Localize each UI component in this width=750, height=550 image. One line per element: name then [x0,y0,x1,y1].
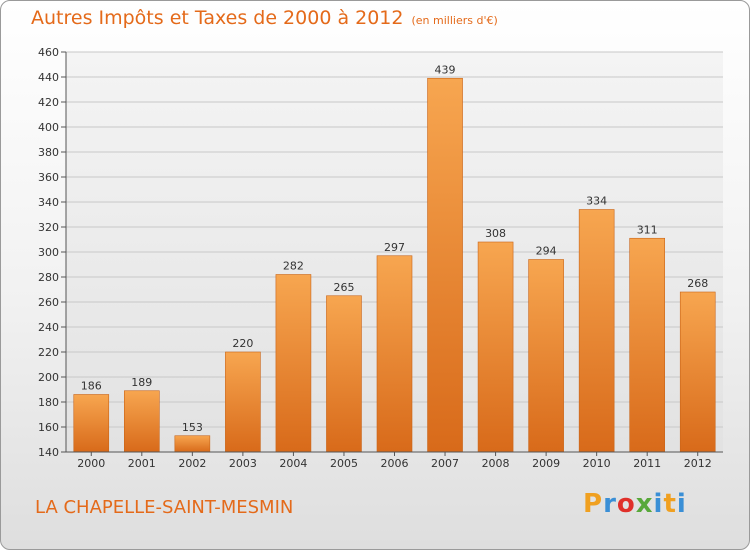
x-tick-label-2012: 2012 [684,457,712,470]
location-name: LA CHAPELLE-SAINT-MESMIN [35,497,294,518]
bar-2004 [275,274,312,453]
x-tick-label-2005: 2005 [330,457,358,470]
chart-subtitle: (en milliers d'€) [411,14,498,27]
x-tick-label-2000: 2000 [77,457,105,470]
x-tick-label-2006: 2006 [381,457,409,470]
value-label-2011: 311 [637,223,658,236]
y-tick-label: 160 [38,421,59,434]
y-tick-label: 420 [38,96,59,109]
value-label-2009: 294 [536,245,557,258]
y-tick-label: 280 [38,271,59,284]
bar-2009 [528,259,564,453]
brand-letter: r [603,489,617,519]
value-label-2005: 265 [333,281,354,294]
brand-letter: t [663,489,677,519]
bar-2010 [578,209,615,453]
y-tick-label: 440 [38,71,59,84]
bar-2006 [376,255,413,453]
y-tick-label: 360 [38,171,59,184]
y-tick-label: 400 [38,121,59,134]
bar-2007 [427,77,463,453]
x-tick-label-2009: 2009 [532,457,560,470]
x-tick-label-2011: 2011 [633,457,661,470]
value-label-2010: 334 [586,195,607,208]
y-tick-label: 180 [38,396,59,409]
y-tick-label: 200 [38,371,59,384]
x-tick-label-2010: 2010 [583,457,611,470]
brand-letter: i [676,489,687,519]
chart-title: Autres Impôts et Taxes de 2000 à 2012 [31,7,404,29]
bar-2012 [679,291,716,453]
bar-2003 [225,351,261,453]
bar-2002 [174,435,211,453]
brand-letter: P [583,489,604,519]
value-label-2003: 220 [232,337,253,350]
value-label-2002: 153 [182,421,203,434]
bar-2008 [477,241,514,453]
y-tick-label: 260 [38,296,59,309]
brand-letter: o [616,489,636,519]
value-label-2012: 268 [687,277,708,290]
x-tick-label-2007: 2007 [431,457,459,470]
y-tick-label: 340 [38,196,59,209]
brand-logo: Proxiti [583,489,687,519]
bar-2000 [73,394,110,453]
y-tick-label: 380 [38,146,59,159]
bar-2001 [124,390,160,453]
value-label-2007: 439 [435,63,456,76]
x-tick-label-2003: 2003 [229,457,257,470]
value-label-2000: 186 [81,380,102,393]
x-tick-label-2002: 2002 [178,457,206,470]
value-label-2006: 297 [384,241,405,254]
brand-letter: i [653,489,664,519]
y-tick-label: 140 [38,446,59,459]
value-label-2004: 282 [283,260,304,273]
y-tick-label: 460 [38,46,59,59]
bar-2011 [629,237,665,453]
y-tick-label: 320 [38,221,59,234]
x-tick-label-2004: 2004 [279,457,307,470]
value-label-2008: 308 [485,227,506,240]
y-tick-label: 240 [38,321,59,334]
bar-2005 [326,295,362,453]
chart-title-area: Autres Impôts et Taxes de 2000 à 2012 (en… [31,7,498,29]
x-tick-label-2008: 2008 [482,457,510,470]
x-tick-label-2001: 2001 [128,457,156,470]
y-tick-label: 220 [38,346,59,359]
y-tick-label: 300 [38,246,59,259]
brand-letter: x [635,489,654,519]
value-label-2001: 189 [131,376,152,389]
